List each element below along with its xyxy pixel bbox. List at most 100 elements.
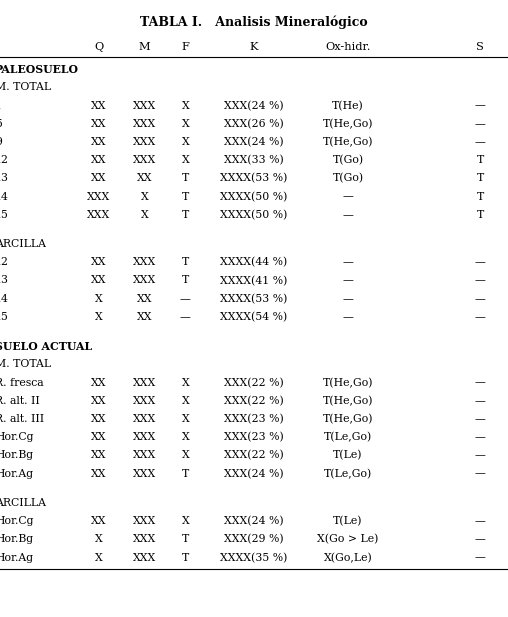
Text: 1: 1 <box>0 101 2 110</box>
Text: R. alt. II: R. alt. II <box>0 395 40 406</box>
Text: T(Le): T(Le) <box>333 450 363 461</box>
Text: XXXX(53 %): XXXX(53 %) <box>220 294 288 304</box>
Text: XXX(22 %): XXX(22 %) <box>224 395 284 406</box>
Text: T(He,Go): T(He,Go) <box>323 378 373 388</box>
Text: —: — <box>474 414 486 424</box>
Text: XXXX(50 %): XXXX(50 %) <box>220 191 288 202</box>
Text: Hor.Ag: Hor.Ag <box>0 552 33 563</box>
Text: —: — <box>342 210 354 220</box>
Text: —: — <box>474 450 486 460</box>
Text: T(He,Go): T(He,Go) <box>323 118 373 129</box>
Text: T: T <box>182 534 189 544</box>
Text: XXX: XXX <box>133 450 156 460</box>
Text: XXX: XXX <box>133 534 156 544</box>
Text: XX: XX <box>91 450 107 460</box>
Text: 5: 5 <box>0 118 2 129</box>
Text: —: — <box>474 137 486 147</box>
Text: —: — <box>342 294 354 304</box>
Text: S: S <box>476 42 484 52</box>
Text: ARCILLA: ARCILLA <box>0 239 46 249</box>
Text: Ox-hidr.: Ox-hidr. <box>325 42 371 52</box>
Text: XX: XX <box>137 294 152 304</box>
Text: Hor.Ag: Hor.Ag <box>0 468 33 479</box>
Text: —: — <box>474 312 486 322</box>
Text: X: X <box>141 191 149 202</box>
Text: Hor.Cg: Hor.Cg <box>0 516 34 526</box>
Text: Q: Q <box>94 42 104 52</box>
Text: XXX(24 %): XXX(24 %) <box>224 468 284 479</box>
Text: T: T <box>182 275 189 286</box>
Text: T: T <box>477 173 484 183</box>
Text: XX: XX <box>91 468 107 479</box>
Text: XXX: XXX <box>133 395 156 406</box>
Text: XXX: XXX <box>133 155 156 165</box>
Text: —: — <box>474 534 486 544</box>
Text: XXXX(54 %): XXXX(54 %) <box>220 312 288 322</box>
Text: X: X <box>181 432 189 442</box>
Text: T(Go): T(Go) <box>332 155 364 165</box>
Text: —: — <box>342 191 354 202</box>
Text: F: F <box>181 42 189 52</box>
Text: R. alt. III: R. alt. III <box>0 414 44 424</box>
Text: X: X <box>95 294 103 304</box>
Text: 13: 13 <box>0 173 9 183</box>
Text: XXX: XXX <box>133 432 156 442</box>
Text: —: — <box>180 294 191 304</box>
Text: —: — <box>474 378 486 387</box>
Text: —: — <box>474 468 486 479</box>
Text: XX: XX <box>137 312 152 322</box>
Text: R. fresca: R. fresca <box>0 378 44 387</box>
Text: X: X <box>181 395 189 406</box>
Text: T(He,Go): T(He,Go) <box>323 395 373 406</box>
Text: —: — <box>180 312 191 322</box>
Text: T: T <box>182 257 189 267</box>
Text: 13: 13 <box>0 275 9 286</box>
Text: T(Go): T(Go) <box>332 173 364 184</box>
Text: —: — <box>342 312 354 322</box>
Text: XXX(24 %): XXX(24 %) <box>224 101 284 111</box>
Text: X: X <box>141 210 149 220</box>
Text: M. TOTAL: M. TOTAL <box>0 359 51 370</box>
Text: —: — <box>474 395 486 406</box>
Text: T: T <box>477 210 484 220</box>
Text: X(Go > Le): X(Go > Le) <box>318 534 378 545</box>
Text: XXX: XXX <box>133 414 156 424</box>
Text: T(Le): T(Le) <box>333 516 363 526</box>
Text: —: — <box>474 118 486 129</box>
Text: Hor.Bg: Hor.Bg <box>0 450 33 460</box>
Text: T(He,Go): T(He,Go) <box>323 137 373 147</box>
Text: XXX(26 %): XXX(26 %) <box>224 118 284 129</box>
Text: XXX(24 %): XXX(24 %) <box>224 137 284 147</box>
Text: XXX(33 %): XXX(33 %) <box>224 155 284 165</box>
Text: XX: XX <box>91 516 107 526</box>
Text: X: X <box>181 118 189 129</box>
Text: T: T <box>182 210 189 220</box>
Text: XXX(22 %): XXX(22 %) <box>224 378 284 388</box>
Text: T: T <box>182 468 189 479</box>
Text: ARCILLA: ARCILLA <box>0 498 46 508</box>
Text: XX: XX <box>91 155 107 165</box>
Text: T: T <box>182 173 189 183</box>
Text: XX: XX <box>91 118 107 129</box>
Text: XXX(29 %): XXX(29 %) <box>224 534 284 545</box>
Text: XXX: XXX <box>133 257 156 267</box>
Text: M: M <box>139 42 150 52</box>
Text: XX: XX <box>91 395 107 406</box>
Text: —: — <box>474 294 486 304</box>
Text: XX: XX <box>91 414 107 424</box>
Text: XX: XX <box>91 275 107 286</box>
Text: X(Go,Le): X(Go,Le) <box>324 552 372 563</box>
Text: XXX: XXX <box>133 552 156 563</box>
Text: T: T <box>477 191 484 202</box>
Text: X: X <box>95 534 103 544</box>
Text: SUELO ACTUAL: SUELO ACTUAL <box>0 341 92 352</box>
Text: XXXX(41 %): XXXX(41 %) <box>220 275 288 286</box>
Text: X: X <box>181 137 189 147</box>
Text: —: — <box>342 257 354 267</box>
Text: —: — <box>474 275 486 286</box>
Text: X: X <box>181 101 189 110</box>
Text: XX: XX <box>91 378 107 387</box>
Text: 15: 15 <box>0 210 9 220</box>
Text: XX: XX <box>91 137 107 147</box>
Text: XXX: XXX <box>133 468 156 479</box>
